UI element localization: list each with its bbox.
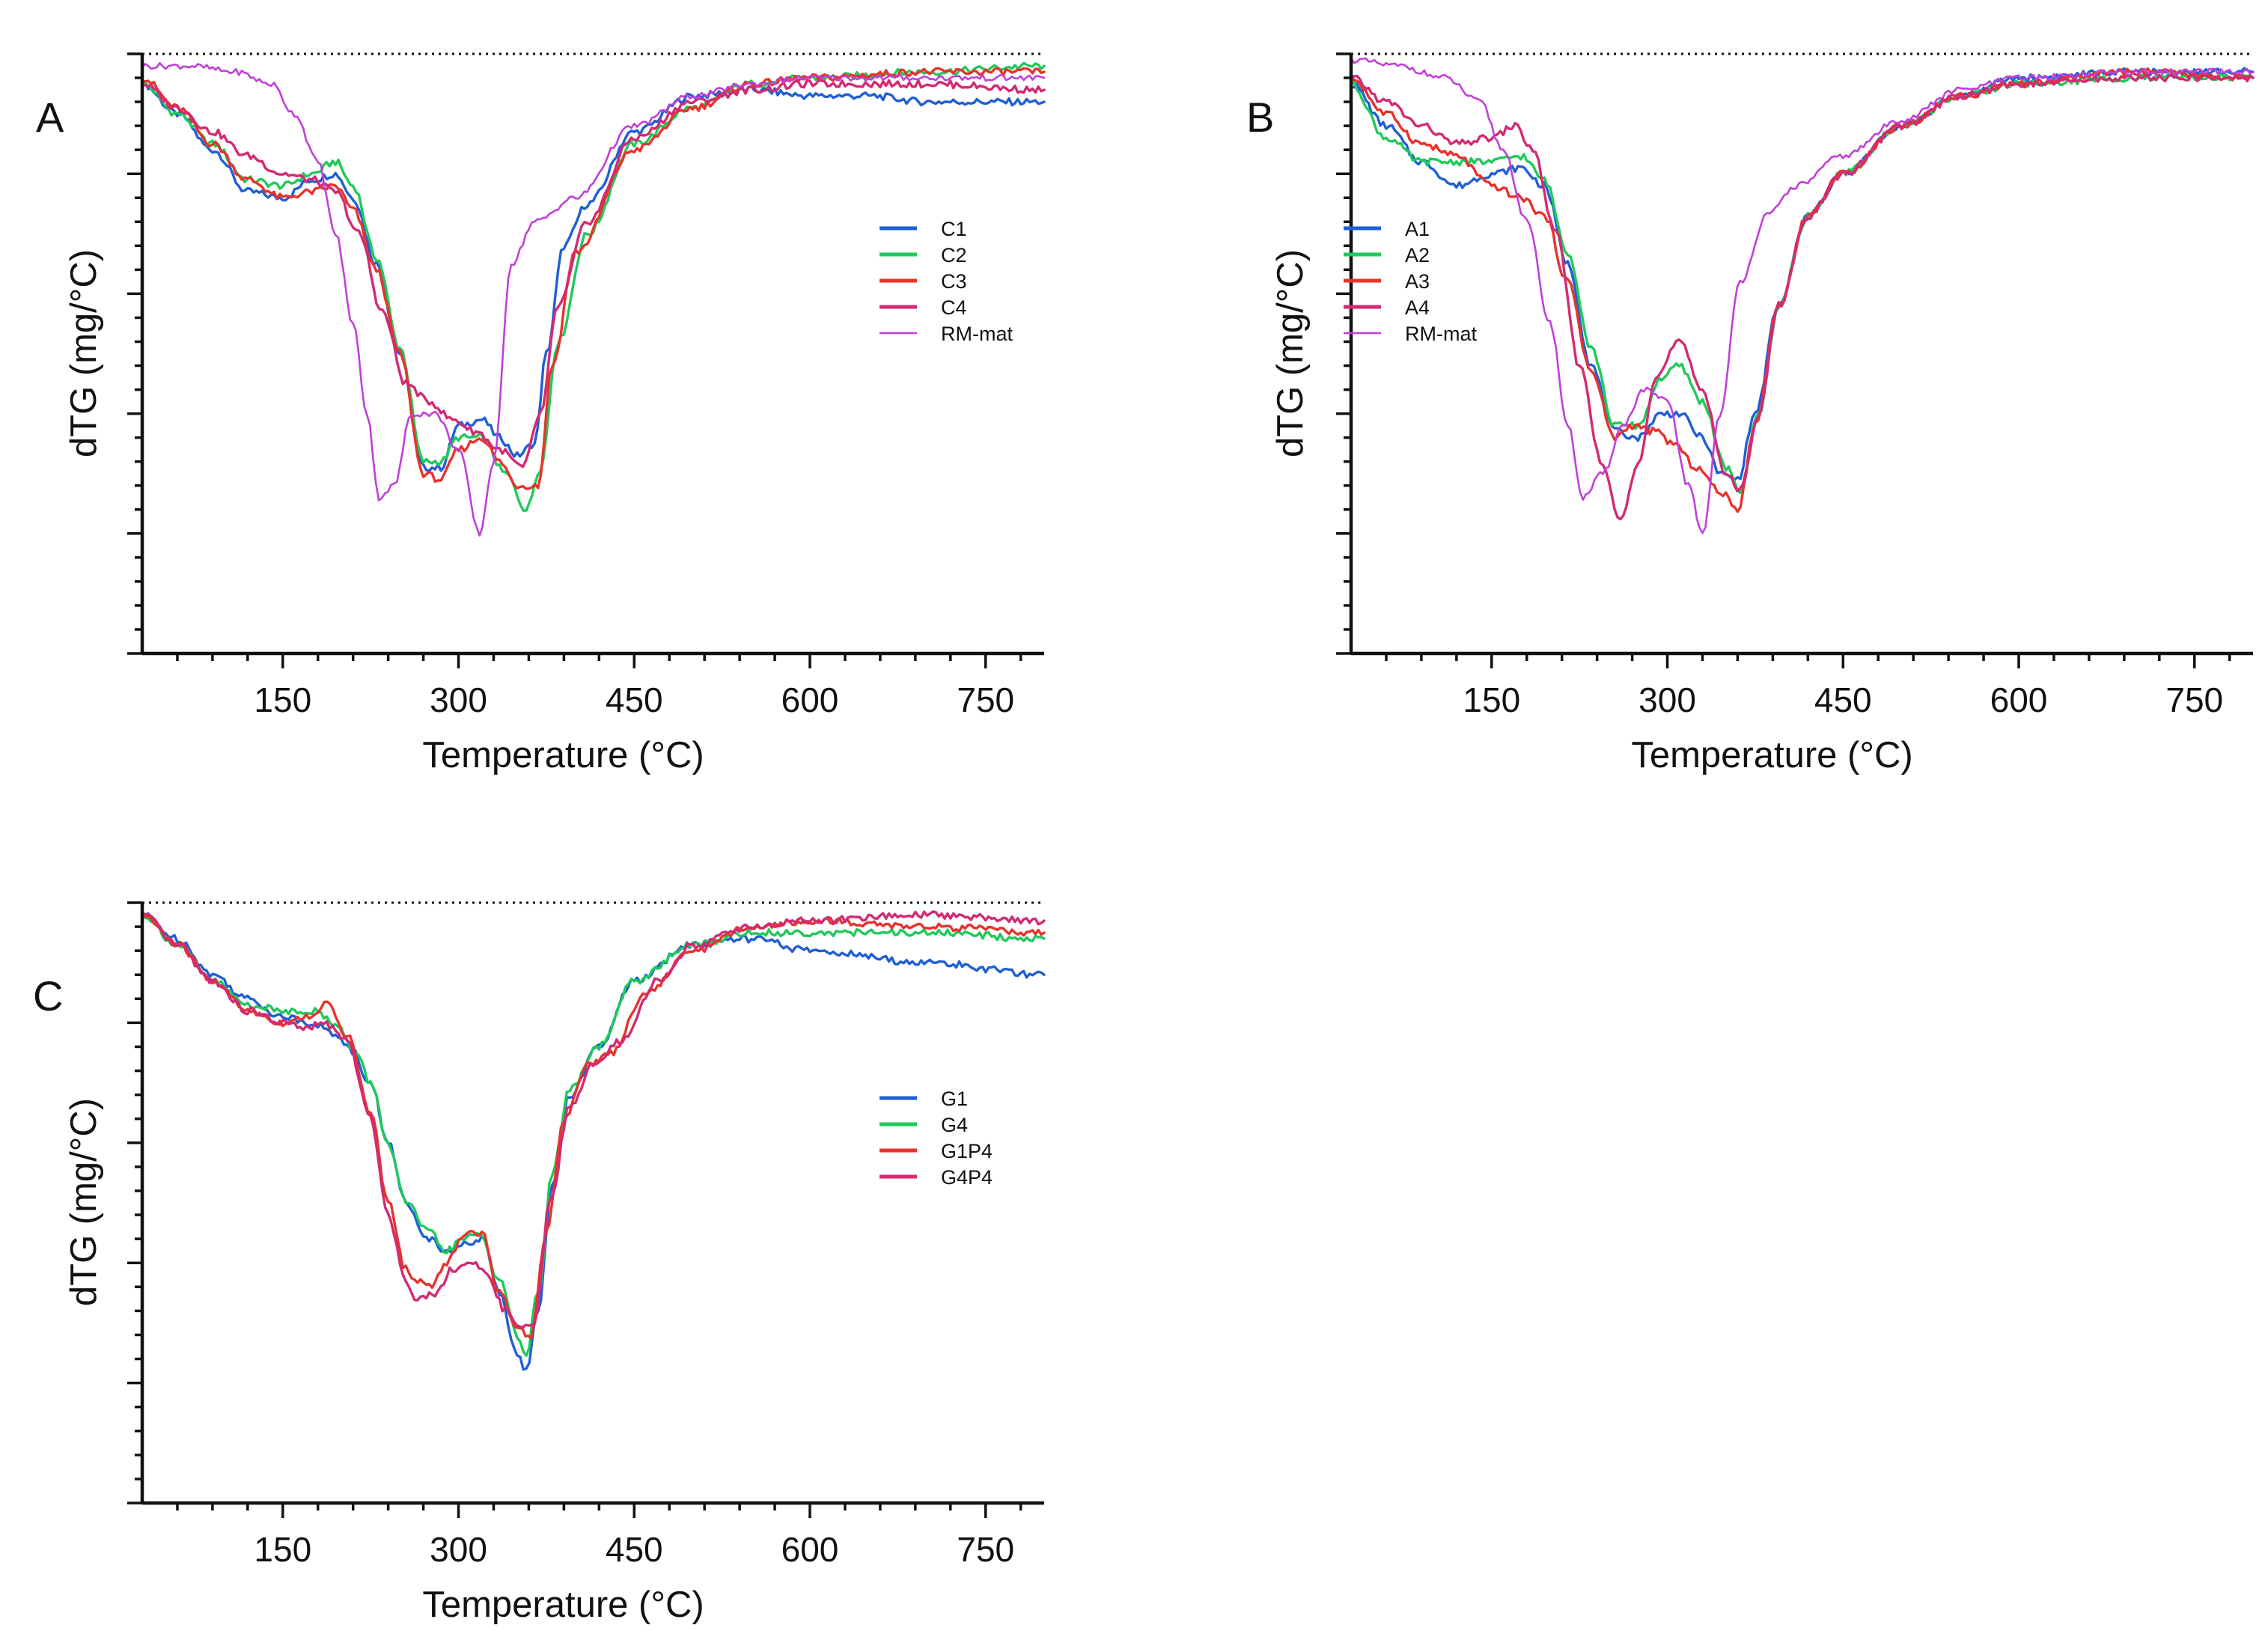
legend: C1 C2 C3 C4 RM-mat bbox=[880, 218, 1013, 345]
legend-label: G4P4 bbox=[941, 1166, 993, 1189]
legend-label: C2 bbox=[941, 244, 967, 266]
x-tick-label: 300 bbox=[430, 680, 487, 719]
x-tick-label: 600 bbox=[1990, 680, 2048, 719]
legend-label: A1 bbox=[1405, 218, 1430, 240]
chart-panel-c: C 150 300 450 600 750 Temperature (°C) dTG (mg/… bbox=[33, 901, 1046, 1625]
y-axis-title: dTG (mg/°C) bbox=[1270, 249, 1311, 457]
legend-label: A4 bbox=[1405, 296, 1430, 319]
series-line-rm-mat bbox=[1350, 57, 2255, 534]
x-tick-label: 600 bbox=[781, 680, 839, 719]
legend: G1 G4 G1P4 G4P4 bbox=[880, 1088, 993, 1189]
legend-label: A2 bbox=[1405, 244, 1430, 266]
legend-label: RM-mat bbox=[941, 323, 1013, 345]
series-line-c4 bbox=[141, 79, 1046, 469]
x-tick-label: 150 bbox=[1463, 680, 1520, 719]
panel-letter: B bbox=[1246, 94, 1274, 141]
x-tick-label: 150 bbox=[254, 1530, 311, 1569]
series-line-g4p4 bbox=[141, 910, 1046, 1329]
x-tick-label: 300 bbox=[1638, 680, 1696, 719]
y-axis-title: dTG (mg/°C) bbox=[64, 249, 104, 457]
x-tick-label: 750 bbox=[2165, 680, 2223, 719]
panel-letter: A bbox=[36, 94, 64, 141]
series-line-g1p4 bbox=[141, 909, 1046, 1340]
series-line-c1 bbox=[141, 80, 1046, 472]
series-line-a4 bbox=[1350, 73, 2255, 521]
chart-panel-b: B 150 300 450 600 750 Temperature (°C) dTG (mg/… bbox=[1246, 52, 2255, 775]
legend: A1 A2 A3 A4 RM-mat bbox=[1344, 218, 1477, 345]
legend-label: C1 bbox=[941, 218, 967, 240]
legend-label: G1 bbox=[941, 1088, 968, 1110]
series-line-c2 bbox=[141, 61, 1046, 512]
series-line-g1 bbox=[141, 912, 1046, 1371]
chart-panel-a: A 150 300 450 600 750 Temperature (°C) dTG (mg/… bbox=[36, 52, 1046, 775]
legend-label: A3 bbox=[1405, 270, 1430, 293]
series-line-a1 bbox=[1350, 67, 2255, 481]
x-axis-title: Temperature (°C) bbox=[422, 735, 704, 775]
panel-letter: C bbox=[33, 972, 63, 1019]
x-tick-label: 150 bbox=[254, 680, 311, 719]
x-tick-label: 450 bbox=[606, 1530, 663, 1569]
y-axis-title: dTG (mg/°C) bbox=[64, 1098, 104, 1306]
x-tick-label: 750 bbox=[957, 1530, 1014, 1569]
legend-label: C4 bbox=[941, 296, 967, 319]
x-axis-title: Temperature (°C) bbox=[422, 1585, 704, 1625]
x-tick-label: 450 bbox=[606, 680, 663, 719]
x-tick-label: 600 bbox=[781, 1530, 839, 1569]
legend-label: G4 bbox=[941, 1114, 968, 1136]
x-tick-label: 300 bbox=[430, 1530, 487, 1569]
legend-label: C3 bbox=[941, 270, 967, 293]
series-line-a3 bbox=[1350, 67, 2255, 513]
x-tick-label: 450 bbox=[1814, 680, 1872, 719]
series-line-g4 bbox=[141, 912, 1046, 1357]
legend-label: G1P4 bbox=[941, 1140, 993, 1162]
x-axis-title: Temperature (°C) bbox=[1631, 735, 1912, 775]
legend-label: RM-mat bbox=[1405, 323, 1477, 345]
series-line-rm-mat bbox=[141, 61, 1046, 537]
x-tick-label: 750 bbox=[957, 680, 1014, 719]
series-line-c3 bbox=[141, 67, 1046, 490]
